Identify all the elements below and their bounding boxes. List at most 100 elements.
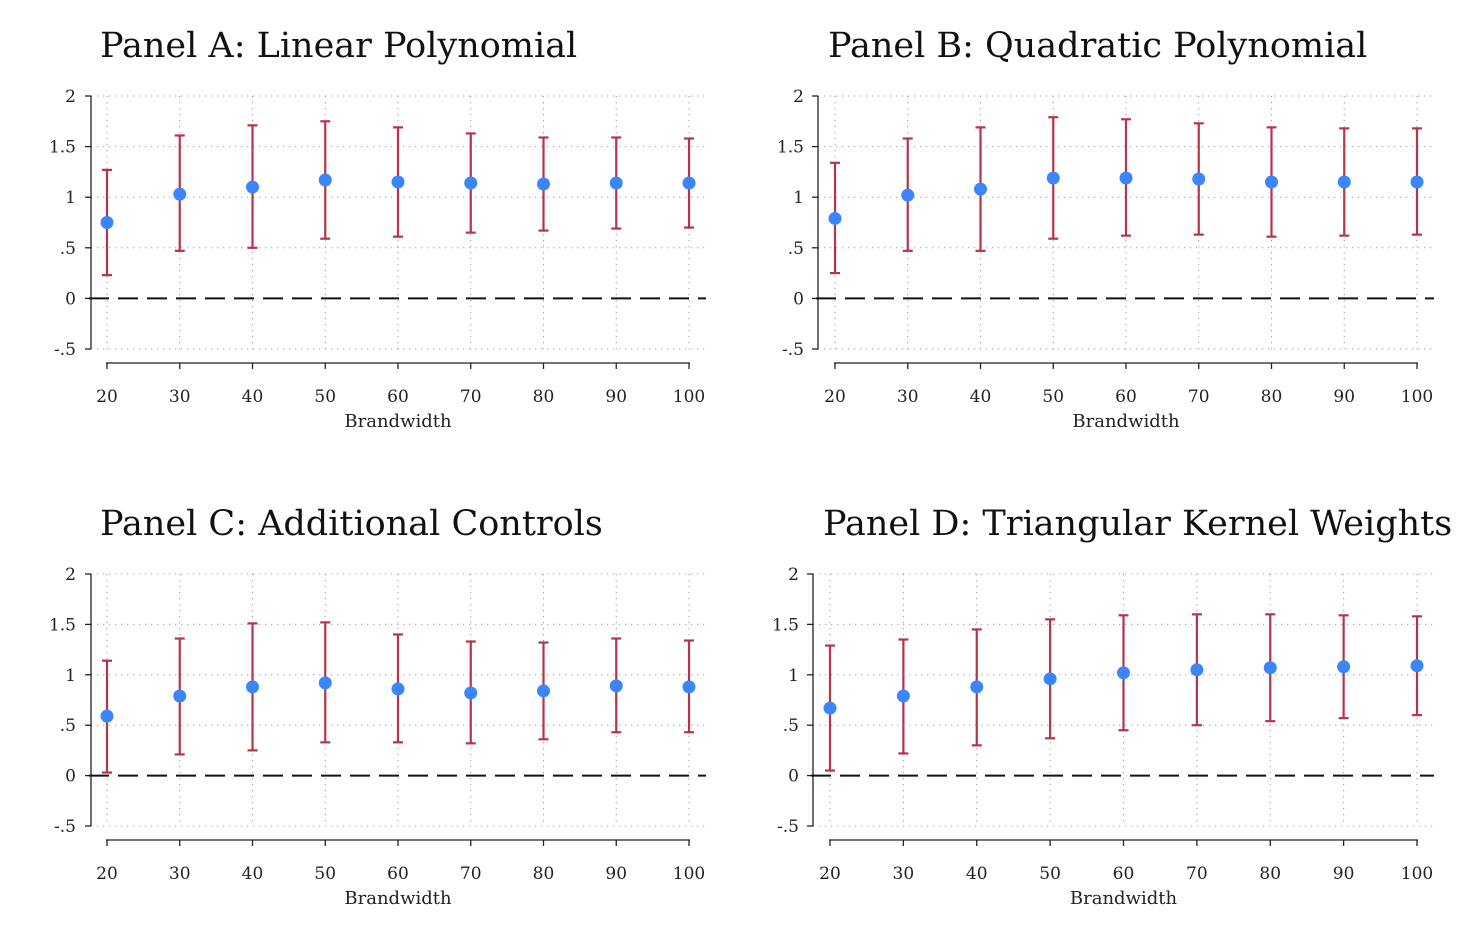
x-tick-label: 20 xyxy=(819,864,841,884)
y-tick-label: 0 xyxy=(793,289,804,309)
estimate-point xyxy=(1410,175,1424,189)
estimate-point xyxy=(896,689,910,703)
x-tick-label: 100 xyxy=(1401,864,1433,884)
y-tick-label: 1.5 xyxy=(777,138,804,158)
x-axis-title: Brandwidth xyxy=(344,411,452,432)
x-tick-label: 50 xyxy=(1039,864,1061,884)
x-tick-label: 40 xyxy=(966,864,988,884)
x-tick-label: 70 xyxy=(460,864,482,884)
y-tick-label: 1 xyxy=(65,666,76,686)
x-tick-label: 50 xyxy=(314,387,336,407)
y-tick-label: 0 xyxy=(65,289,76,309)
estimate-point xyxy=(246,680,259,694)
x-tick-label: 70 xyxy=(1188,387,1210,407)
x-tick-label: 30 xyxy=(169,864,191,884)
estimate-point xyxy=(1192,172,1206,186)
y-tick-label: 1 xyxy=(65,188,76,208)
estimate-point xyxy=(173,689,187,703)
y-tick-label: 1.5 xyxy=(772,615,799,635)
estimate-point xyxy=(1337,175,1351,189)
x-tick-label: 30 xyxy=(897,387,919,407)
x-tick-label: 100 xyxy=(673,387,705,407)
estimate-point xyxy=(682,176,696,190)
x-tick-label: 60 xyxy=(387,387,409,407)
y-tick-label: .5 xyxy=(60,716,76,736)
x-tick-label: 40 xyxy=(970,387,992,407)
y-tick-label: 2 xyxy=(65,87,76,107)
estimate-point xyxy=(537,177,550,191)
y-tick-label: .5 xyxy=(60,239,76,259)
estimate-point xyxy=(391,682,405,696)
y-tick-label: 0 xyxy=(788,767,799,787)
estimate-point xyxy=(1263,661,1277,675)
estimate-point xyxy=(1337,660,1351,674)
panel-title: Panel B: Quadratic Polynomial xyxy=(828,26,1367,66)
x-tick-label: 80 xyxy=(533,387,555,407)
x-tick-label: 60 xyxy=(1113,864,1135,884)
x-tick-label: 70 xyxy=(1186,864,1208,884)
estimate-point xyxy=(1190,663,1204,677)
estimate-point xyxy=(828,211,842,225)
estimate-point xyxy=(823,701,837,715)
estimate-point xyxy=(1117,666,1130,680)
x-tick-label: 70 xyxy=(460,387,482,407)
estimate-point xyxy=(1119,171,1133,185)
x-tick-label: 50 xyxy=(314,864,336,884)
estimate-point xyxy=(100,216,114,229)
estimate-point xyxy=(682,680,696,694)
x-tick-label: 60 xyxy=(387,864,409,884)
y-tick-label: 2 xyxy=(65,565,76,585)
x-tick-label: 50 xyxy=(1042,387,1064,407)
x-tick-label: 90 xyxy=(1333,387,1355,407)
panel-1: Panel A: Linear Polynomial -.5 0 .5 1 1.5 2 20 3… xyxy=(49,26,706,432)
x-tick-label: 20 xyxy=(96,864,118,884)
estimate-point xyxy=(537,684,550,698)
estimate-point xyxy=(464,686,478,700)
estimate-point xyxy=(974,182,987,196)
y-tick-label: -.5 xyxy=(777,817,799,837)
estimate-point xyxy=(318,173,332,187)
estimate-point xyxy=(391,175,405,189)
x-tick-label: 60 xyxy=(1115,387,1137,407)
estimate-point xyxy=(464,176,478,190)
x-axis-title: Brandwidth xyxy=(1070,888,1178,909)
estimate-point xyxy=(100,709,114,723)
y-tick-label: .5 xyxy=(788,239,804,259)
panel-3: Panel C: Additional Controls -.5 0 .5 1 1.5 2 2… xyxy=(49,504,706,909)
x-tick-label: 30 xyxy=(893,864,915,884)
x-tick-label: 90 xyxy=(605,864,627,884)
panel-title: Panel D: Triangular Kernel Weights xyxy=(823,504,1452,544)
estimate-point xyxy=(1046,171,1060,185)
x-tick-label: 80 xyxy=(1259,864,1281,884)
y-tick-label: -.5 xyxy=(54,340,76,360)
x-tick-label: 20 xyxy=(96,387,118,407)
y-tick-label: -.5 xyxy=(782,340,804,360)
y-tick-label: 2 xyxy=(788,565,799,585)
x-tick-label: 100 xyxy=(673,864,705,884)
panel-2: Panel B: Quadratic Polynomial -.5 0 .5 1 1.5 2… xyxy=(777,26,1434,432)
estimate-point xyxy=(609,679,623,693)
estimate-point xyxy=(1410,659,1424,673)
x-tick-label: 90 xyxy=(605,387,627,407)
y-tick-label: 1 xyxy=(788,666,799,686)
estimate-point xyxy=(1043,672,1057,686)
estimate-point xyxy=(970,680,984,694)
panel-4: Panel D: Triangular Kernel Weights -.5 0 .5… xyxy=(772,504,1452,909)
x-tick-label: 20 xyxy=(824,387,846,407)
y-tick-label: 1.5 xyxy=(49,615,76,635)
x-tick-label: 40 xyxy=(242,387,264,407)
y-tick-label: 0 xyxy=(65,767,76,787)
x-tick-label: 80 xyxy=(533,864,555,884)
panel-title: Panel A: Linear Polynomial xyxy=(100,26,577,66)
estimate-point xyxy=(318,676,332,690)
x-axis-title: Brandwidth xyxy=(1072,411,1180,432)
estimate-point xyxy=(609,176,623,190)
estimate-point xyxy=(246,180,259,194)
y-tick-label: 2 xyxy=(793,87,804,107)
x-tick-label: 40 xyxy=(242,864,264,884)
estimate-point xyxy=(901,188,915,202)
x-tick-label: 80 xyxy=(1261,387,1283,407)
panel-title: Panel C: Additional Controls xyxy=(100,504,603,544)
estimate-point xyxy=(1265,175,1278,189)
